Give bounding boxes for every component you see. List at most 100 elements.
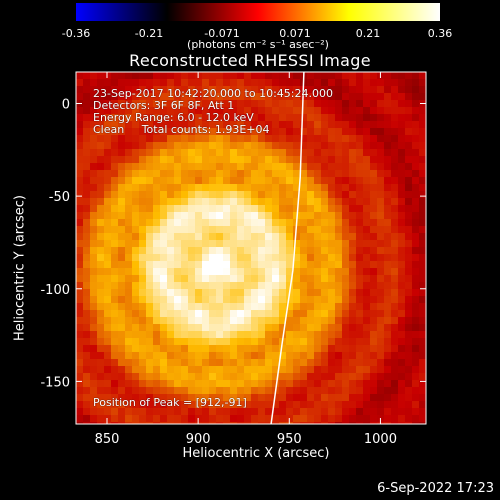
heatmap-cell xyxy=(188,303,196,311)
heatmap-cell xyxy=(132,296,140,304)
heatmap-cell xyxy=(335,338,343,346)
heatmap-cell xyxy=(321,156,329,164)
heatmap-cell xyxy=(188,359,196,367)
heatmap-cell xyxy=(146,219,154,227)
heatmap-cell xyxy=(321,261,329,269)
heatmap-cell xyxy=(251,107,259,115)
heatmap-cell xyxy=(167,331,175,339)
heatmap-cell xyxy=(279,310,287,318)
heatmap-cell xyxy=(356,240,364,248)
heatmap-cell xyxy=(335,121,343,129)
heatmap-cell xyxy=(111,282,119,290)
heatmap-cell xyxy=(153,296,161,304)
heatmap-cell xyxy=(391,373,399,381)
heatmap-cell xyxy=(132,107,140,115)
heatmap-cell xyxy=(244,114,252,122)
heatmap-cell xyxy=(104,212,112,220)
heatmap-cell xyxy=(90,198,98,206)
heatmap-cell xyxy=(223,422,231,424)
heatmap-cell xyxy=(398,303,406,311)
heatmap-cell xyxy=(111,198,119,206)
heatmap-cell xyxy=(230,380,238,388)
heatmap-cell xyxy=(321,177,329,185)
heatmap-cell xyxy=(146,303,154,311)
heatmap-cell xyxy=(377,128,385,136)
heatmap-cell xyxy=(258,422,266,424)
heatmap-cell xyxy=(216,261,224,269)
heatmap-cell xyxy=(195,191,203,199)
heatmap-cell xyxy=(405,135,413,143)
heatmap-cell xyxy=(307,86,315,94)
heatmap-cell xyxy=(370,226,378,234)
heatmap-cell xyxy=(209,156,217,164)
heatmap-cell xyxy=(83,408,91,416)
heatmap-cell xyxy=(307,338,315,346)
heatmap-cell xyxy=(230,163,238,171)
heatmap-cell xyxy=(111,247,119,255)
heatmap-cell xyxy=(125,289,133,297)
heatmap-cell xyxy=(398,254,406,262)
heatmap-cell xyxy=(265,289,273,297)
heatmap-cell xyxy=(251,121,259,129)
heatmap-cell xyxy=(405,72,413,80)
heatmap-cell xyxy=(244,156,252,164)
heatmap-cell xyxy=(265,233,273,241)
heatmap-cell xyxy=(195,366,203,374)
heatmap-cell xyxy=(251,142,259,150)
heatmap-cell xyxy=(97,373,105,381)
heatmap-cell xyxy=(321,296,329,304)
heatmap-cell xyxy=(209,100,217,108)
heatmap-cell xyxy=(237,317,245,325)
heatmap-cell xyxy=(412,352,420,360)
heatmap-cell xyxy=(300,163,308,171)
heatmap-cell xyxy=(174,163,182,171)
heatmap-cell xyxy=(97,184,105,192)
heatmap-cell xyxy=(370,359,378,367)
heatmap-cell xyxy=(356,219,364,227)
heatmap-cell xyxy=(125,149,133,157)
heatmap-cell xyxy=(174,275,182,283)
heatmap-cell xyxy=(363,380,371,388)
heatmap-cell xyxy=(307,268,315,276)
heatmap-cell xyxy=(139,72,147,80)
heatmap-cell xyxy=(83,380,91,388)
heatmap-cell xyxy=(104,331,112,339)
heatmap-cell xyxy=(97,149,105,157)
heatmap-cell xyxy=(111,86,119,94)
heatmap-cell xyxy=(328,338,336,346)
heatmap-cell xyxy=(384,303,392,311)
heatmap-cell xyxy=(286,233,294,241)
heatmap-cell xyxy=(356,380,364,388)
heatmap-cell xyxy=(174,79,182,87)
heatmap-cell xyxy=(230,331,238,339)
heatmap-cell xyxy=(251,72,259,80)
heatmap-cell xyxy=(258,387,266,395)
heatmap-cell xyxy=(139,205,147,213)
heatmap-cell xyxy=(223,72,231,80)
heatmap-cell xyxy=(272,135,280,143)
heatmap-cell xyxy=(265,415,273,423)
heatmap-cell xyxy=(307,219,315,227)
heatmap-cell xyxy=(146,177,154,185)
annotation-detectors: Detectors: 3F 6F 8F, Att 1 xyxy=(93,99,235,112)
heatmap-cell xyxy=(111,135,119,143)
heatmap-cell xyxy=(377,275,385,283)
heatmap-cell xyxy=(188,121,196,129)
heatmap-cell xyxy=(300,191,308,199)
heatmap-cell xyxy=(265,191,273,199)
heatmap-cell xyxy=(384,114,392,122)
heatmap-cell xyxy=(272,310,280,318)
heatmap-cell xyxy=(160,191,168,199)
heatmap-cell xyxy=(195,310,203,318)
heatmap-cell xyxy=(209,93,217,101)
heatmap-cell xyxy=(167,79,175,87)
heatmap-cell xyxy=(335,415,343,423)
heatmap-cell xyxy=(314,408,322,416)
heatmap-cell xyxy=(412,149,420,157)
heatmap-cell xyxy=(363,212,371,220)
heatmap-cell xyxy=(377,331,385,339)
heatmap-cell xyxy=(258,149,266,157)
heatmap-cell xyxy=(90,212,98,220)
heatmap-cell xyxy=(153,331,161,339)
heatmap-cell xyxy=(307,394,315,402)
